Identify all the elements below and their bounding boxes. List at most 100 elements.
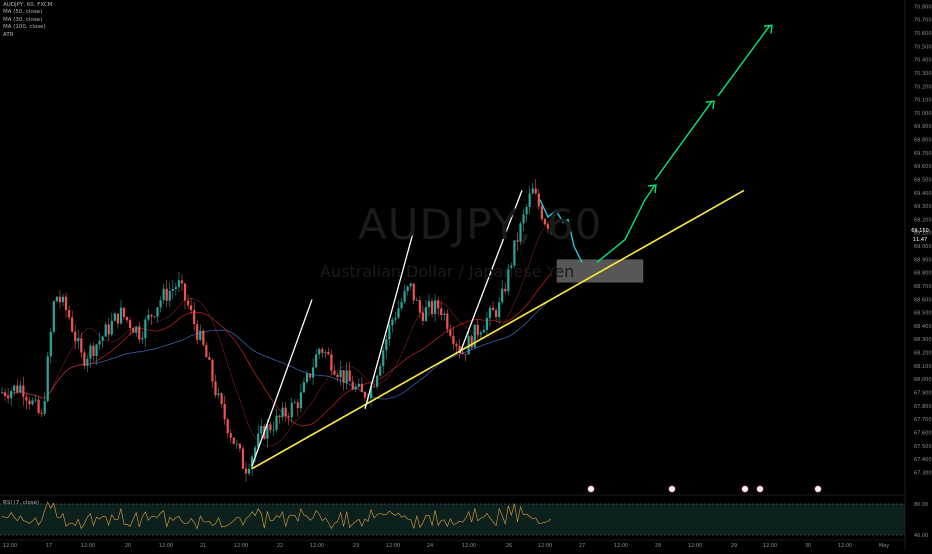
last-price-tag: 69.150: [911, 228, 929, 234]
candle-body: [546, 224, 550, 229]
candle-body: [406, 286, 409, 292]
price-axis-tick-label: 69.300: [914, 204, 932, 210]
candle-body: [278, 415, 281, 418]
candle-body: [488, 307, 492, 319]
candle-body: [351, 381, 354, 390]
ma50-line: [1, 272, 552, 427]
time-axis-tick-label: 12:00: [462, 543, 476, 549]
time-axis-tick-label: 23: [353, 543, 359, 549]
candle-body: [498, 302, 501, 318]
candle-body: [71, 317, 74, 332]
indicator-ma30[interactable]: MA (30, close): [3, 16, 43, 23]
candle-body: [437, 300, 440, 309]
rsi-level-40: 40.00: [914, 533, 928, 539]
candle-body: [229, 433, 232, 438]
candle-body: [531, 188, 534, 194]
candle-body: [357, 383, 360, 387]
time-axis-tick-label: 12:00: [614, 543, 628, 549]
indicator-ma50[interactable]: MA (50, close): [3, 9, 43, 16]
candle-body: [28, 400, 31, 405]
rsi-level-80: 80.00: [914, 502, 928, 508]
candle-body: [363, 391, 367, 398]
rsi-line: [1, 501, 552, 530]
candle-body: [119, 307, 123, 324]
candle-body: [68, 309, 71, 318]
candle-body: [482, 329, 485, 333]
candle-body: [10, 391, 13, 399]
projected-advance-leg: [654, 100, 713, 181]
candle-body: [507, 267, 510, 292]
time-axis-tick-label: 12:00: [310, 543, 324, 549]
rsi-legend[interactable]: RSI (7, close): [3, 500, 40, 506]
candle-body: [238, 443, 241, 449]
candle-body: [504, 288, 507, 292]
candle-body: [7, 396, 10, 399]
candle-body: [190, 305, 193, 311]
event-marker-30a: [741, 485, 749, 493]
candle-body: [540, 206, 543, 220]
price-axis-tick-label: 68.800: [914, 271, 932, 277]
candle-body: [449, 329, 452, 336]
candle-body: [513, 240, 516, 266]
price-axis-tick-label: 68.700: [914, 284, 932, 290]
candle-body: [382, 350, 385, 367]
impulse-leg-line: [364, 232, 414, 409]
price-axis-tick-label: 70.600: [914, 31, 932, 37]
candle-body: [345, 370, 348, 383]
projection-arrowhead-1: [647, 184, 657, 194]
candle-body: [199, 330, 202, 340]
candle-body: [491, 307, 495, 311]
candle-body: [549, 228, 553, 230]
candle-body: [77, 338, 80, 342]
symbol-title[interactable]: AUDJPY, 60, FXCM: [3, 2, 53, 8]
time-axis-tick-label: 12:00: [538, 543, 552, 549]
candle-body: [485, 318, 489, 330]
candle-body: [16, 385, 19, 393]
price-axis-tick-label: 67.400: [914, 457, 932, 463]
candle-body: [156, 307, 159, 317]
candle-body: [403, 291, 406, 302]
price-axis-tick-label: 70.100: [914, 98, 932, 104]
candle-body: [150, 314, 153, 317]
price-axis-tick-label: 67.700: [914, 417, 932, 423]
candle-body: [220, 393, 223, 404]
candle-body: [110, 320, 113, 335]
candle-body: [327, 351, 330, 355]
candle-body: [537, 193, 540, 207]
event-marker-30b: [756, 485, 764, 493]
candle-body: [180, 280, 184, 284]
indicator-ma100[interactable]: MA (100, close): [3, 24, 46, 31]
time-axis-tick-label: 28: [655, 543, 661, 549]
time-axis-tick-label: 12:00: [234, 543, 248, 549]
time-axis-tick-label: 29: [731, 543, 737, 549]
indicator-atr[interactable]: ATR: [3, 31, 14, 38]
candle-body: [34, 399, 37, 401]
candle-body: [333, 370, 336, 375]
price-axis-tick-label: 67.500: [914, 444, 932, 450]
candle-body: [275, 415, 278, 430]
candle-body: [266, 424, 269, 439]
projected-pullback-path: [539, 199, 583, 263]
candle-body: [360, 383, 363, 392]
candle-body: [211, 359, 214, 382]
price-axis-tick-label: 70.400: [914, 58, 932, 64]
time-axis-tick-label: 12:00: [159, 543, 173, 549]
projection-arrowhead-2: [705, 100, 715, 110]
price-axis-tick-label: 70.800: [914, 4, 932, 10]
candle-body: [354, 386, 357, 390]
candle-body: [217, 393, 220, 396]
candle-body: [458, 345, 461, 353]
candle-body: [260, 426, 263, 434]
candle-body: [223, 403, 226, 420]
price-axis-tick-label: 70.700: [914, 18, 932, 24]
price-axis-tick-label: 68.500: [914, 311, 932, 317]
candle-body: [19, 385, 22, 393]
candle-body: [336, 374, 339, 378]
candle-body: [400, 301, 403, 309]
time-axis-tick-label: 30: [805, 543, 811, 549]
price-axis-tick-label: 68.900: [914, 257, 932, 263]
candle-body: [46, 356, 49, 401]
candle-body: [257, 433, 260, 448]
